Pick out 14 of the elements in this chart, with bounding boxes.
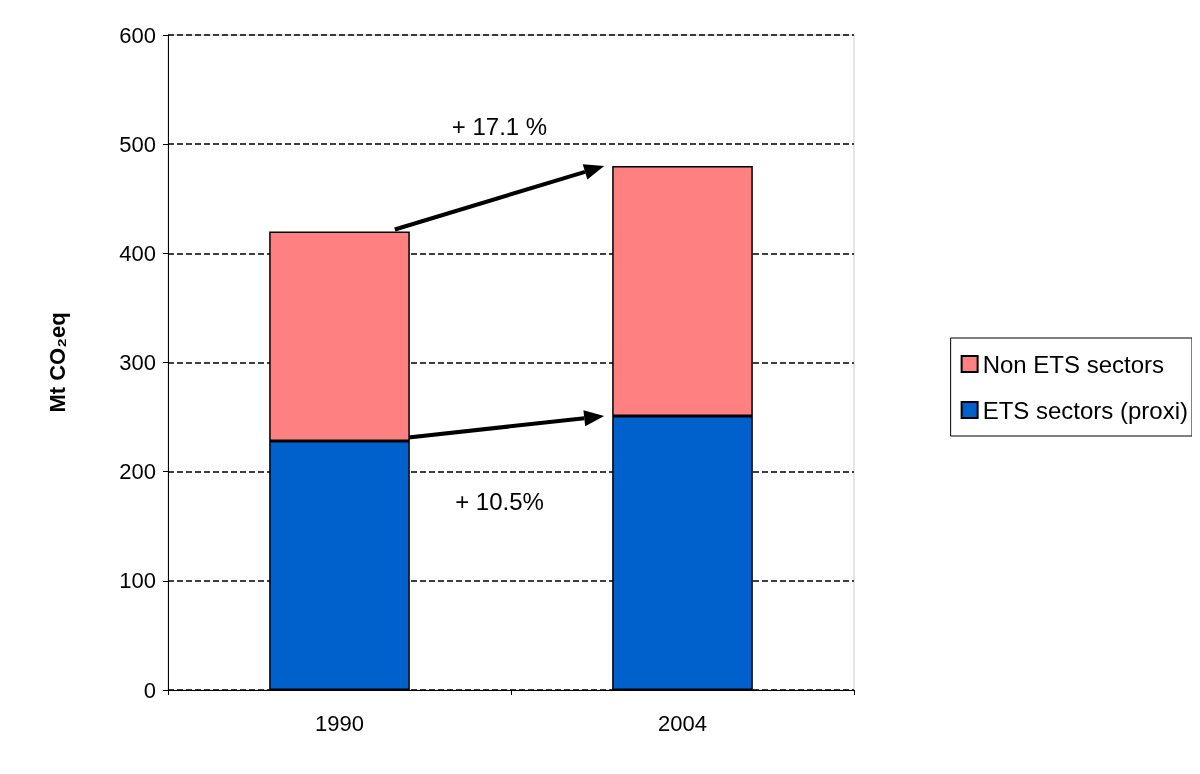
annotation: + 10.5% [455, 487, 544, 515]
y-tick-label: 200 [119, 459, 156, 485]
x-tick-label: 1990 [315, 710, 364, 736]
y-tick-label: 500 [119, 131, 156, 157]
legend-label: ETS sectors (proxi) [982, 396, 1188, 424]
y-tick-label: 600 [119, 22, 156, 48]
y-tick-label: 400 [119, 240, 156, 266]
y-axis-title: Mt CO₂eq [44, 312, 70, 413]
annotation: + 17.1 % [451, 112, 548, 140]
x-tick-label: 2004 [658, 710, 707, 736]
y-tick-label: 0 [143, 677, 156, 703]
y-tick-label: 100 [119, 568, 156, 594]
y-tick-label: 300 [119, 350, 156, 375]
legend-label: Non ETS sectors [982, 350, 1165, 378]
